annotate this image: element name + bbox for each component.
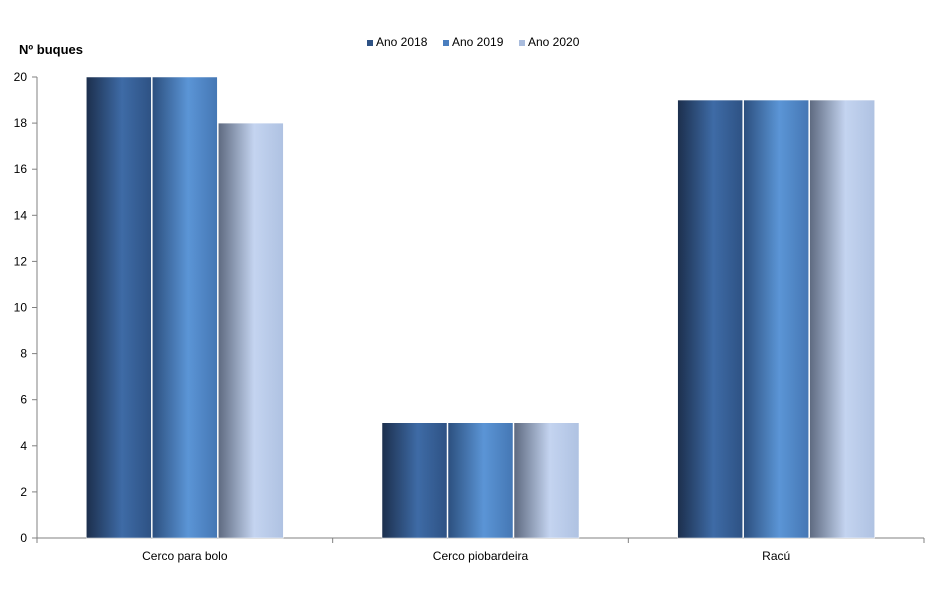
bar-ano-2020-0 [218, 122, 284, 539]
legend-label: Ano 2019 [452, 35, 504, 49]
y-tick-label: 12 [14, 254, 28, 268]
y-tick-label: 8 [20, 347, 27, 361]
bar-ano-2018-0 [86, 76, 152, 539]
bar-ano-2020-2 [809, 99, 875, 539]
legend-label: Ano 2018 [376, 35, 428, 49]
y-tick-label: 18 [14, 116, 28, 130]
legend-label: Ano 2020 [528, 35, 580, 49]
y-tick-label: 20 [14, 70, 28, 84]
legend-swatch [519, 40, 525, 46]
bar-ano-2018-2 [677, 99, 743, 539]
y-tick-label: 2 [20, 485, 27, 499]
bar-ano-2020-1 [513, 422, 580, 539]
bar-ano-2018-1 [381, 422, 448, 539]
x-tick-label: Cerco para bolo [142, 549, 228, 563]
y-tick-label: 14 [14, 208, 28, 222]
y-tick-label: 6 [20, 393, 27, 407]
y-tick-label: 16 [14, 162, 28, 176]
legend-swatch [367, 40, 373, 46]
y-tick-label: 10 [14, 301, 28, 315]
y-tick-label: 4 [20, 439, 27, 453]
y-axis-label: Nº buques [19, 42, 83, 57]
bar-ano-2019-1 [447, 422, 514, 539]
bar-ano-2019-0 [152, 76, 218, 539]
x-tick-label: Cerco piobardeira [433, 549, 529, 563]
axes: 0 2 4 6 8 10 12 14 16 18 20 Cerco para bolo Cerco pi… [14, 70, 925, 563]
x-tick-label: Racú [762, 549, 790, 563]
bar-ano-2019-2 [743, 99, 809, 539]
legend-swatch [443, 40, 449, 46]
y-tick-label: 0 [20, 531, 27, 545]
legend: Ano 2018 Ano 2019 Ano 2020 [367, 35, 580, 49]
bars [86, 76, 875, 539]
